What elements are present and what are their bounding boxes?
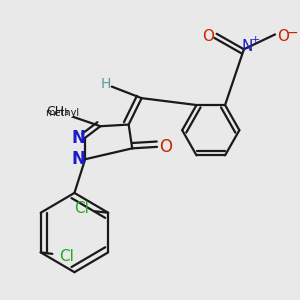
Text: Cl: Cl — [74, 201, 89, 216]
Text: O: O — [159, 138, 172, 156]
Text: N: N — [242, 39, 253, 54]
Text: H: H — [100, 76, 110, 91]
Text: −: − — [287, 26, 298, 40]
Text: Cl: Cl — [59, 249, 74, 264]
Text: N: N — [72, 150, 86, 168]
Text: +: + — [251, 35, 260, 45]
Text: methyl: methyl — [45, 107, 79, 118]
Text: N: N — [72, 129, 86, 147]
Text: O: O — [202, 28, 214, 44]
Text: CH₃: CH₃ — [46, 105, 69, 118]
Text: O: O — [277, 29, 289, 44]
